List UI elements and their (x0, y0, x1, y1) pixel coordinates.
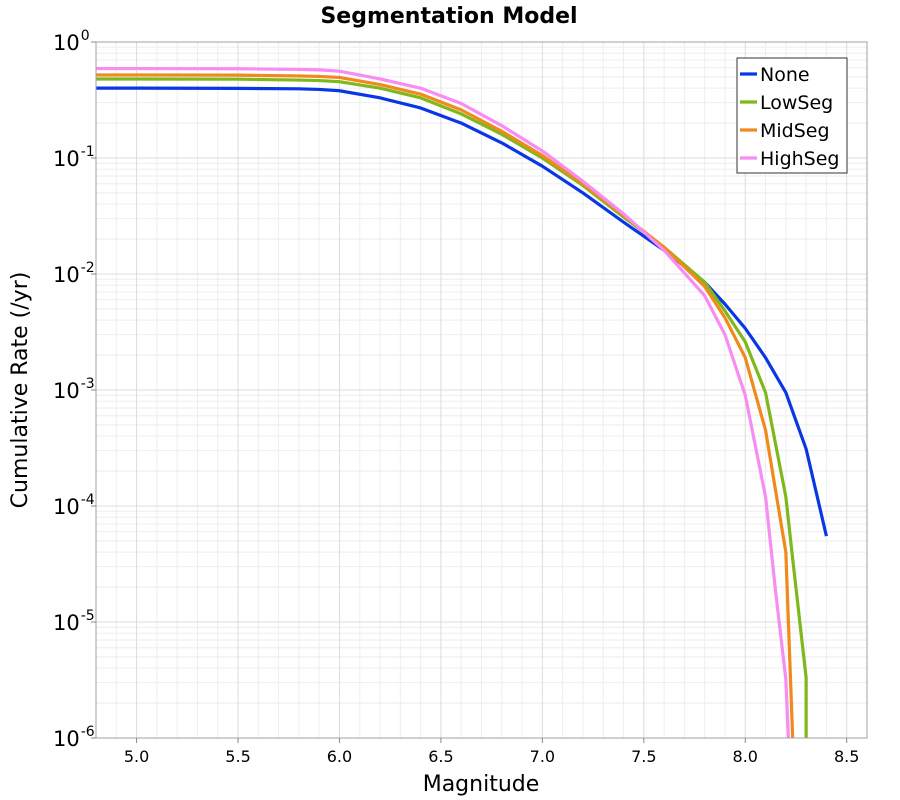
legend: None LowSeg MidSeg HighSeg (736, 57, 848, 174)
x-tick-label: 5.0 (124, 747, 149, 766)
series-line-lowseg (96, 77, 808, 738)
series-lines (96, 66, 828, 738)
series-line-none (96, 86, 828, 537)
chart-title: Segmentation Model (320, 4, 577, 29)
x-axis-label: Magnitude (423, 772, 540, 797)
y-tick-label: 100 (53, 28, 90, 55)
legend-label-midseg: MidSeg (760, 120, 830, 142)
major-grid (96, 41, 867, 739)
x-tick-label: 7.0 (530, 747, 555, 766)
y-tick-label: 10-6 (53, 724, 95, 751)
x-tick-label: 6.5 (428, 747, 453, 766)
y-tick-label: 10-1 (53, 144, 95, 171)
y-tick-label: 10-4 (53, 492, 95, 519)
series-line-midseg (96, 73, 795, 738)
y-axis-label: Cumulative Rate (/yr) (8, 272, 33, 509)
x-tick-label: 6.0 (327, 747, 352, 766)
legend-label-lowseg: LowSeg (760, 92, 833, 114)
x-tick-label: 7.5 (631, 747, 656, 766)
y-tick-label: 10-2 (53, 260, 95, 287)
legend-box (736, 57, 848, 174)
legend-label-highseg: HighSeg (760, 148, 839, 170)
x-tick-label: 5.5 (225, 747, 250, 766)
legend-label-none: None (760, 64, 810, 86)
x-axis-ticks: 5.0 5.5 6.0 6.5 7.0 7.5 8.0 8.5 (124, 738, 859, 766)
x-tick-label: 8.0 (733, 747, 758, 766)
series-line-highseg (96, 66, 790, 738)
x-tick-label: 8.5 (834, 747, 859, 766)
y-tick-label: 10-5 (53, 608, 95, 635)
y-tick-label: 10-3 (53, 376, 95, 403)
y-axis-ticks: 100 10-1 10-2 10-3 10-4 10-5 10-6 (53, 28, 96, 751)
